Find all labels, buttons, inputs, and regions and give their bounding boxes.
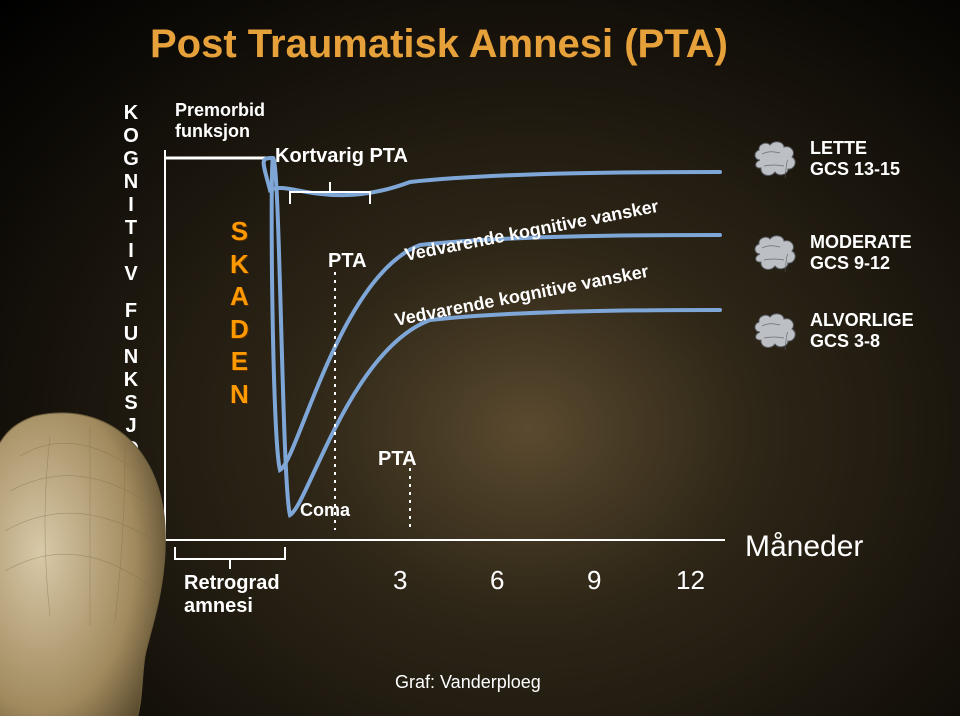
pta-label-lower: PTA (378, 448, 417, 471)
chart-caption: Graf: Vanderploeg (395, 672, 541, 693)
xaxis-tick: 6 (490, 565, 504, 596)
gcs-row-1: MODERATEGCS 9-12 (750, 232, 912, 273)
gcs-row-2: ALVORLIGEGCS 3-8 (750, 310, 914, 351)
xaxis-tick: 9 (587, 565, 601, 596)
xaxis-title: Måneder (745, 530, 863, 564)
phrenology-head (0, 396, 200, 716)
pta-label-upper: PTA (328, 250, 367, 273)
coma-label: Coma (300, 500, 350, 521)
xaxis-tick: 3 (393, 565, 407, 596)
xaxis-tick: 12 (676, 565, 705, 596)
gcs-row-0: LETTEGCS 13-15 (750, 138, 900, 179)
